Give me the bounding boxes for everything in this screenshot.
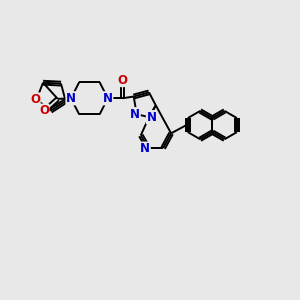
Text: N: N	[103, 92, 113, 105]
Text: N: N	[146, 111, 156, 124]
Text: N: N	[140, 142, 150, 155]
Text: N: N	[130, 108, 140, 121]
Text: O: O	[39, 104, 49, 117]
Text: O: O	[118, 74, 128, 86]
Text: N: N	[66, 92, 76, 105]
Text: O: O	[30, 93, 40, 106]
